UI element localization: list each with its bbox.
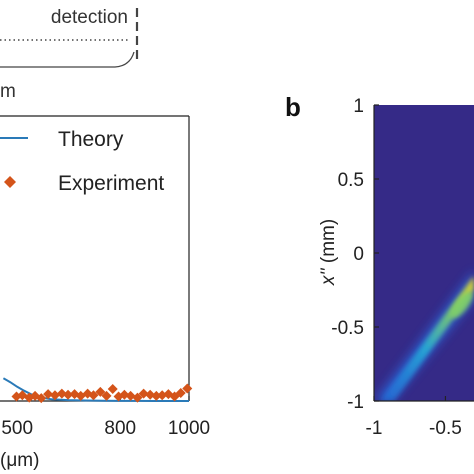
experiment-point bbox=[151, 390, 162, 401]
experiment-point bbox=[95, 386, 106, 397]
panel-a-xtick-label: 1000 bbox=[168, 418, 210, 439]
experiment-point bbox=[49, 390, 60, 401]
detection-brace bbox=[0, 51, 135, 68]
experiment-point bbox=[88, 390, 99, 401]
experiment-point bbox=[145, 389, 156, 400]
panel-b-ytick-label: 0.5 bbox=[338, 170, 364, 191]
experiment-point bbox=[119, 389, 130, 400]
panel-b-xtick-label: -1 bbox=[366, 418, 383, 439]
heatmap-ridge bbox=[380, 276, 474, 401]
panel-a-xtick-label: 800 bbox=[104, 418, 136, 439]
experiment-point bbox=[101, 390, 112, 401]
experiment-point bbox=[132, 392, 143, 403]
partial-label: m bbox=[0, 81, 16, 102]
legend-experiment-label: Experiment bbox=[58, 172, 164, 195]
theory-line bbox=[2, 377, 189, 402]
experiment-point bbox=[175, 388, 186, 399]
heatmap bbox=[374, 105, 474, 401]
panel-b-ytick-label: 0 bbox=[353, 244, 364, 265]
experiment-point bbox=[56, 388, 67, 399]
panel-a-xlabel-fragment: (μm) bbox=[0, 450, 39, 471]
experiment-point bbox=[182, 383, 193, 394]
panel-b-ytick-label: -0.5 bbox=[331, 318, 364, 339]
panel-a: 500 800 1000 (μm) Theory Experiment bbox=[0, 115, 210, 471]
panel-a-xtick-label: 500 bbox=[1, 418, 33, 439]
detection-label: detection bbox=[51, 7, 128, 28]
legend-experiment-swatch bbox=[4, 176, 16, 188]
panel-b-xtick-label: -0.5 bbox=[429, 418, 462, 439]
panel-b-ytick-label: 1 bbox=[353, 96, 364, 117]
legend-theory-label: Theory bbox=[58, 128, 124, 151]
heatmap-ridge-core bbox=[451, 291, 473, 319]
panel-b-label: b bbox=[285, 92, 301, 122]
heatmap-ridge-glow bbox=[374, 270, 474, 401]
panel-b-ytick-label: -1 bbox=[347, 392, 364, 413]
experiment-point bbox=[63, 389, 74, 400]
panel-b-ticks: 1 0.5 0 -0.5 -1-1 -0.5 bbox=[331, 96, 462, 439]
experiment-point bbox=[43, 389, 54, 400]
experiment-point bbox=[157, 390, 168, 401]
panel-b-ylabel: x'' (mm) bbox=[318, 219, 339, 286]
experiment-point bbox=[36, 393, 47, 404]
experiment-point bbox=[125, 390, 136, 401]
experiment-point bbox=[138, 388, 149, 399]
experiment-point bbox=[107, 384, 118, 395]
